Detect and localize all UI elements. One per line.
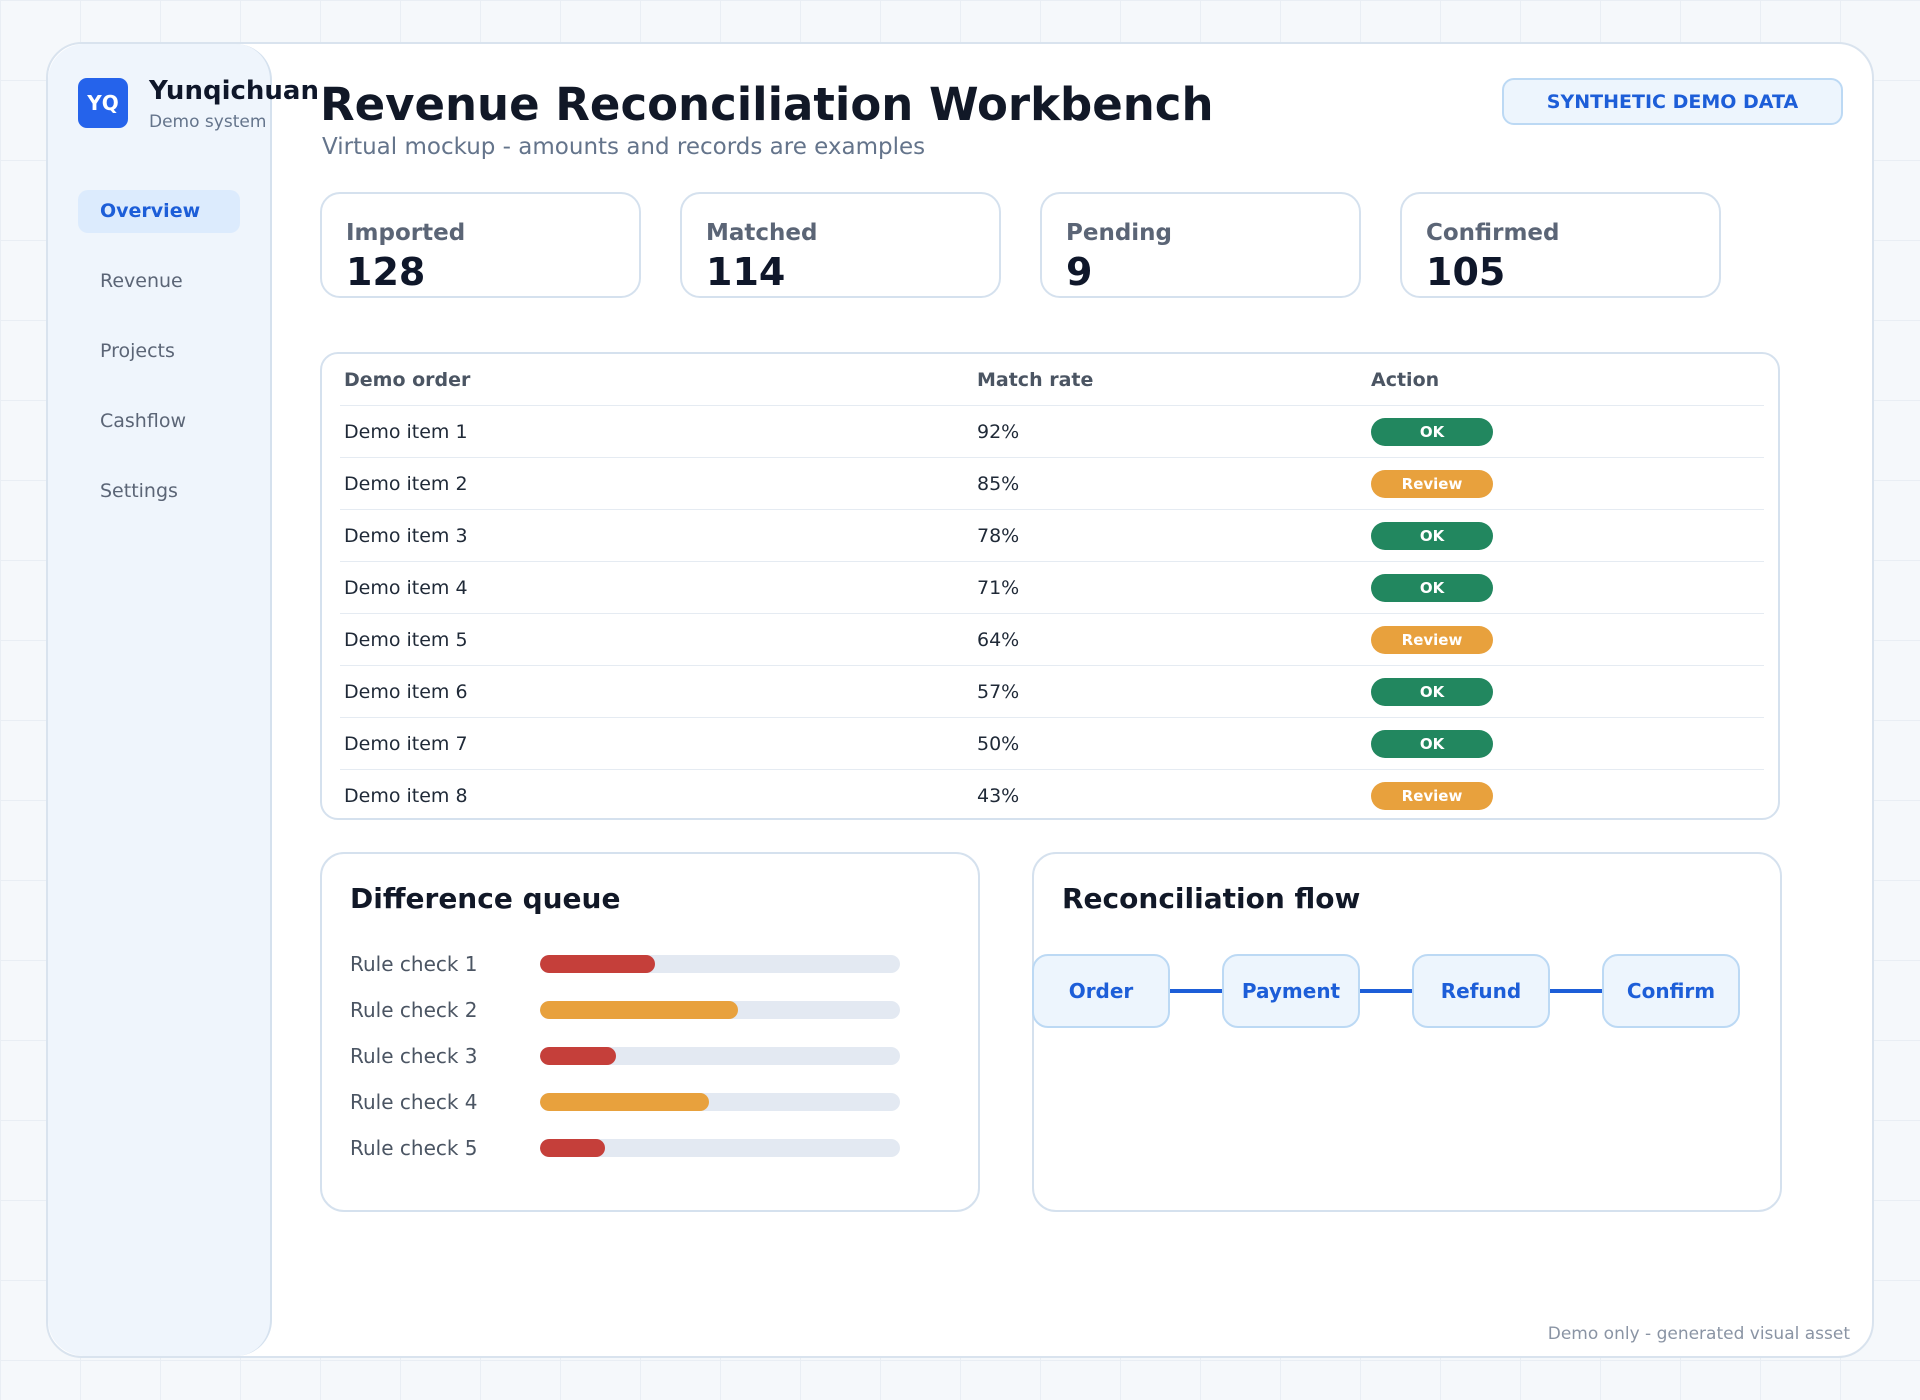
queue-item[interactable]: Rule check 1 [350, 949, 910, 979]
stat-value: 9 [1066, 250, 1093, 294]
table-row[interactable]: Demo item 7 50% OK [340, 718, 1764, 770]
match-rate-cell: 57% [977, 681, 1020, 703]
app-window: YQ Yunqichuan Demo system Overview Reven… [46, 42, 1874, 1358]
queue-progress-fill [540, 1047, 616, 1065]
queue-item[interactable]: Rule check 2 [350, 995, 910, 1025]
flow-step-payment[interactable]: Payment [1222, 954, 1360, 1028]
table-header: Demo order Match rate Action [340, 354, 1764, 406]
sidebar-item-settings[interactable]: Settings [100, 480, 178, 502]
queue-progress-fill [540, 1001, 738, 1019]
queue-item-label: Rule check 2 [350, 998, 478, 1022]
action-button-ok[interactable]: OK [1371, 418, 1493, 446]
action-button-review[interactable]: Review [1371, 470, 1493, 498]
action-button-review[interactable]: Review [1371, 626, 1493, 654]
sidebar-item-cashflow[interactable]: Cashflow [100, 410, 186, 432]
sidebar-item-revenue[interactable]: Revenue [100, 270, 183, 292]
sidebar-nav: Overview Revenue Projects Cashflow Setti… [78, 190, 240, 540]
queue-progress-track [540, 1093, 900, 1111]
stat-label: Confirmed [1426, 220, 1560, 246]
order-cell: Demo item 5 [344, 629, 468, 651]
order-cell: Demo item 4 [344, 577, 468, 599]
table-row[interactable]: Demo item 3 78% OK [340, 510, 1764, 562]
stat-label: Matched [706, 220, 818, 246]
match-rate-cell: 78% [977, 525, 1020, 547]
stat-card-matched: Matched 114 [680, 192, 1001, 298]
difference-queue-title: Difference queue [350, 882, 621, 915]
stat-value: 128 [346, 250, 426, 294]
table-row[interactable]: Demo item 5 64% Review [340, 614, 1764, 666]
match-rate-cell: 64% [977, 629, 1020, 651]
queue-item[interactable]: Rule check 5 [350, 1133, 910, 1163]
action-button-ok[interactable]: OK [1371, 522, 1493, 550]
queue-item[interactable]: Rule check 4 [350, 1087, 910, 1117]
column-header-order[interactable]: Demo order [344, 369, 471, 391]
column-header-match-rate[interactable]: Match rate [977, 369, 1094, 391]
sidebar: YQ Yunqichuan Demo system Overview Reven… [48, 44, 319, 1356]
sidebar-item-projects[interactable]: Projects [100, 340, 175, 362]
stat-label: Pending [1066, 220, 1173, 246]
action-button-ok[interactable]: OK [1371, 574, 1493, 602]
page-subtitle: Virtual mockup - amounts and records are… [322, 134, 926, 160]
order-cell: Demo item 3 [344, 525, 468, 547]
table-row[interactable]: Demo item 4 71% OK [340, 562, 1764, 614]
queue-item-label: Rule check 5 [350, 1136, 478, 1160]
flow-connector [1170, 989, 1222, 993]
table-row[interactable]: Demo item 6 57% OK [340, 666, 1764, 718]
table-row[interactable]: Demo item 1 92% OK [340, 406, 1764, 458]
match-rate-cell: 92% [977, 421, 1020, 443]
order-cell: Demo item 6 [344, 681, 468, 703]
queue-progress-fill [540, 1093, 710, 1111]
queue-progress-track [540, 1047, 900, 1065]
reconciliation-flow-card: Reconciliation flow Order Payment Refund… [1032, 852, 1782, 1212]
queue-progress-track [540, 955, 900, 973]
order-cell: Demo item 7 [344, 733, 468, 755]
queue-progress-track [540, 1001, 900, 1019]
stat-card-pending: Pending 9 [1040, 192, 1361, 298]
action-button-ok[interactable]: OK [1371, 678, 1493, 706]
stat-value: 105 [1426, 250, 1506, 294]
brand-name: Yunqichuan [149, 76, 319, 106]
brand-subtitle: Demo system [149, 112, 267, 132]
queue-progress-fill [540, 1139, 605, 1157]
table-row[interactable]: Demo item 2 85% Review [340, 458, 1764, 510]
queue-progress-fill [540, 955, 656, 973]
column-header-action[interactable]: Action [1371, 369, 1440, 391]
action-button-review[interactable]: Review [1371, 782, 1493, 810]
brand-logo: YQ [78, 78, 128, 128]
queue-item[interactable]: Rule check 3 [350, 1041, 910, 1071]
stat-card-confirmed: Confirmed 105 [1400, 192, 1721, 298]
queue-item-label: Rule check 4 [350, 1090, 478, 1114]
table-row[interactable]: Demo item 8 43% Review [340, 770, 1764, 822]
sidebar-item-overview[interactable]: Overview [78, 190, 240, 233]
flow-step-confirm[interactable]: Confirm [1602, 954, 1740, 1028]
stat-card-imported: Imported 128 [320, 192, 641, 298]
difference-queue-card: Difference queue Rule check 1 Rule check… [320, 852, 980, 1212]
order-cell: Demo item 2 [344, 473, 468, 495]
flow-step-refund[interactable]: Refund [1412, 954, 1550, 1028]
order-cell: Demo item 1 [344, 421, 468, 443]
match-rate-cell: 71% [977, 577, 1020, 599]
page-title: Revenue Reconciliation Workbench [320, 78, 1214, 131]
reconciliation-flow-title: Reconciliation flow [1062, 882, 1361, 915]
orders-table: Demo order Match rate Action Demo item 1… [320, 352, 1780, 820]
flow-connector [1360, 989, 1412, 993]
match-rate-cell: 85% [977, 473, 1020, 495]
footer-note: Demo only - generated visual asset [1547, 1324, 1850, 1344]
queue-item-label: Rule check 3 [350, 1044, 478, 1068]
stat-value: 114 [706, 250, 786, 294]
queue-item-label: Rule check 1 [350, 952, 478, 976]
demo-data-badge: SYNTHETIC DEMO DATA [1502, 78, 1843, 125]
flow-connector [1550, 989, 1602, 993]
match-rate-cell: 50% [977, 733, 1020, 755]
match-rate-cell: 43% [977, 785, 1020, 807]
action-button-ok[interactable]: OK [1371, 730, 1493, 758]
stat-label: Imported [346, 220, 466, 246]
queue-progress-track [540, 1139, 900, 1157]
flow-step-order[interactable]: Order [1032, 954, 1170, 1028]
order-cell: Demo item 8 [344, 785, 468, 807]
